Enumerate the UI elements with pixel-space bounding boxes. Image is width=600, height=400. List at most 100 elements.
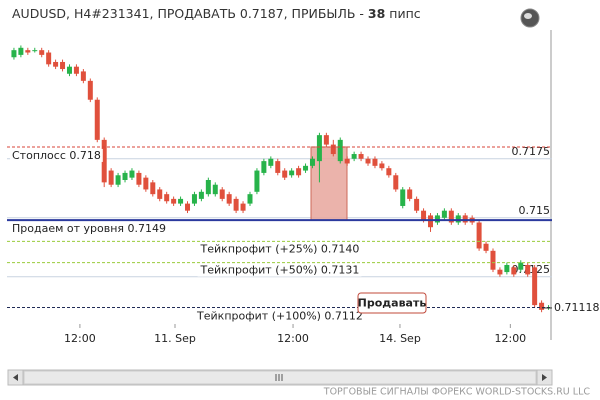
candle-body bbox=[240, 203, 246, 211]
candle-body bbox=[296, 168, 302, 176]
level-label: Тейкпрофит (+25%) 0.7140 bbox=[200, 242, 360, 255]
candle-body bbox=[462, 215, 468, 223]
candle-body bbox=[344, 158, 350, 164]
candle-body bbox=[448, 210, 454, 223]
candle-body bbox=[497, 269, 503, 275]
candle-body bbox=[490, 250, 496, 270]
candle-body bbox=[400, 189, 406, 206]
candle-body bbox=[25, 50, 31, 53]
candle-body bbox=[157, 189, 163, 199]
button-frame[interactable] bbox=[357, 292, 427, 314]
x-tick-label: 14. Sep bbox=[379, 332, 421, 345]
plot: 0.7175 0.715 0.7125 12:00 11. Sep 12:00 14. Se… bbox=[7, 45, 552, 345]
candle-body bbox=[539, 302, 545, 310]
profit: 38 bbox=[368, 6, 385, 21]
candle-body bbox=[330, 144, 336, 155]
candle-body bbox=[18, 47, 24, 55]
candle-body bbox=[303, 165, 309, 171]
level-label: Продаем от уровня 0.7149 bbox=[12, 222, 166, 235]
candle-body bbox=[414, 198, 420, 211]
candle-body bbox=[309, 158, 315, 166]
candle-body bbox=[455, 215, 461, 223]
candle-body bbox=[80, 71, 86, 81]
candle-body bbox=[407, 189, 413, 199]
sell-button[interactable]: Продавать bbox=[357, 292, 427, 314]
y-tick-label: 0.7125 bbox=[512, 263, 551, 276]
candle-body bbox=[351, 154, 357, 159]
chart-title: AUDUSD, H4#231341, ПРОДАВАТЬ 0.7187, ПРИ… bbox=[12, 6, 421, 21]
candle-body bbox=[178, 198, 184, 204]
y-tick-label: 0.7175 bbox=[512, 145, 551, 158]
arrow-right bbox=[542, 374, 547, 381]
candle-body bbox=[428, 215, 434, 228]
candle-body bbox=[219, 189, 225, 199]
footer: ТОРГОВЫЕ СИГНАЛЫ ФОРЕКС WORLD-STOCKS.RU … bbox=[323, 387, 591, 398]
candle-body bbox=[143, 177, 149, 190]
level-label-bg bbox=[197, 242, 362, 256]
profit-unit: пипс bbox=[389, 6, 420, 21]
candle-body bbox=[66, 66, 72, 74]
scrollbar[interactable] bbox=[7, 369, 553, 386]
candle-body bbox=[268, 158, 274, 166]
candle-body bbox=[39, 50, 45, 55]
candle-body bbox=[261, 161, 267, 173]
level-label-bg bbox=[194, 309, 365, 323]
candle-body bbox=[365, 158, 371, 164]
candle-body bbox=[254, 170, 260, 192]
candle-body bbox=[60, 61, 66, 70]
candle-body bbox=[108, 170, 114, 185]
candle-body bbox=[337, 139, 343, 162]
candle-body bbox=[282, 170, 288, 178]
candle-body bbox=[289, 170, 295, 176]
candle-body bbox=[73, 66, 79, 74]
scroll-grip bbox=[275, 374, 283, 381]
candle-body bbox=[372, 158, 378, 166]
candle-body bbox=[247, 194, 253, 204]
candle-body bbox=[386, 168, 392, 176]
level-label: Стоплосс 0.718 bbox=[12, 149, 101, 162]
y-tick-label: 0.715 bbox=[519, 204, 551, 217]
arrow-left bbox=[13, 374, 18, 381]
candle-body bbox=[212, 184, 218, 195]
candle-body bbox=[476, 222, 482, 249]
candle-body bbox=[150, 182, 156, 195]
level-label-bg bbox=[10, 222, 169, 236]
candle-body bbox=[11, 50, 17, 58]
candle-body bbox=[101, 139, 107, 183]
globe-land[interactable] bbox=[524, 13, 532, 19]
candle-body bbox=[518, 262, 524, 270]
candle-body bbox=[122, 172, 128, 180]
candle-body bbox=[94, 99, 100, 140]
candle-body bbox=[379, 163, 385, 169]
x-tick-label: 12:00 bbox=[64, 332, 96, 345]
candle-body bbox=[171, 198, 177, 204]
candle-body bbox=[205, 180, 211, 195]
candle-body bbox=[87, 80, 93, 100]
candle-body bbox=[164, 194, 170, 202]
candle-body bbox=[53, 61, 59, 67]
globe-icon[interactable] bbox=[520, 8, 540, 28]
candle-body bbox=[358, 154, 364, 159]
scroll-thumb[interactable] bbox=[23, 370, 537, 385]
candle-body bbox=[316, 135, 322, 162]
candle-body bbox=[441, 210, 447, 218]
button-label[interactable]: Продавать bbox=[358, 297, 427, 310]
candle-body bbox=[136, 172, 142, 185]
level-label-bg bbox=[197, 263, 362, 277]
current-price: 0.71118 bbox=[554, 301, 600, 314]
candle-body bbox=[198, 191, 204, 199]
x-tick-label: 12:00 bbox=[494, 332, 526, 345]
x-tick-label: 11. Sep bbox=[154, 332, 196, 345]
candle-body bbox=[185, 203, 191, 211]
candle-body bbox=[421, 210, 427, 221]
candle-body bbox=[233, 198, 239, 211]
candle-body bbox=[32, 50, 38, 52]
level-label-bg bbox=[10, 148, 103, 162]
title-text: AUDUSD, H4#231341, ПРОДАВАТЬ 0.7187, ПРИ… bbox=[12, 6, 364, 21]
x-tick-label: 12:00 bbox=[277, 332, 309, 345]
candle-body bbox=[525, 264, 531, 275]
candle-body bbox=[434, 215, 440, 223]
candle-body bbox=[323, 135, 329, 145]
